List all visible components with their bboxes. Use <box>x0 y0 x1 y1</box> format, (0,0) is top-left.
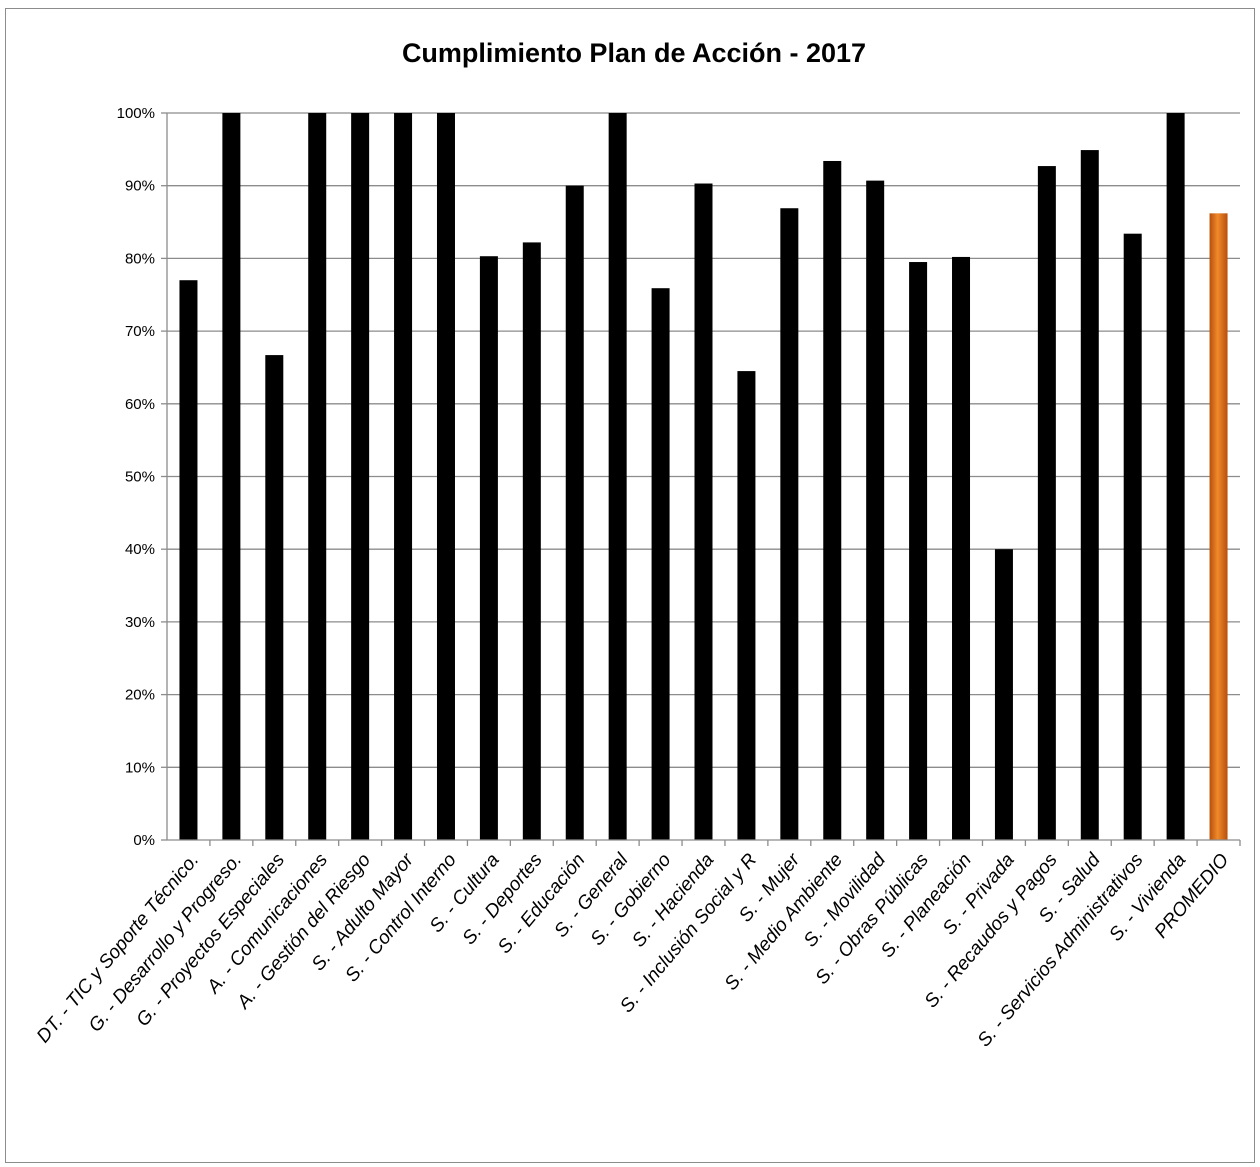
bar <box>479 256 498 840</box>
bar <box>823 160 842 840</box>
bar <box>694 183 713 841</box>
bar <box>565 185 584 840</box>
y-tick-label: 20% <box>125 687 155 704</box>
x-tick-label: DT. - TIC y Soporte Técnico. <box>33 850 203 1047</box>
bar <box>1166 113 1185 840</box>
y-tick-label: 30% <box>125 614 155 631</box>
bar <box>436 113 455 840</box>
x-axis-labels: DT. - TIC y Soporte Técnico.G. - Desarro… <box>33 840 1241 1051</box>
bar <box>1037 166 1056 841</box>
bar <box>952 256 971 840</box>
y-tick-label: 40% <box>125 541 155 558</box>
y-tick-label: 60% <box>125 396 155 413</box>
bar <box>608 113 627 840</box>
bar <box>780 208 799 840</box>
y-tick-label: 80% <box>125 250 155 267</box>
y-tick-label: 90% <box>125 178 155 195</box>
chart-title: Cumplimiento Plan de Acción - 2017 <box>402 38 866 68</box>
bar <box>651 288 670 840</box>
bar <box>265 355 284 840</box>
bar <box>737 371 756 840</box>
bar <box>179 280 198 841</box>
y-tick-label: 100% <box>117 105 155 122</box>
bars <box>179 113 1228 841</box>
bar <box>522 242 541 840</box>
y-tick-label: 70% <box>125 323 155 340</box>
bar <box>866 180 885 841</box>
bar <box>1123 233 1142 840</box>
y-tick-label: 10% <box>125 759 155 776</box>
y-axis-ticks: 0% 10% 20% 30% 40% 50% 60% 70% 80% 90% 100% <box>117 105 167 849</box>
bar <box>1080 150 1099 840</box>
bar <box>909 262 928 840</box>
bar <box>1209 213 1228 841</box>
y-tick-label: 0% <box>133 832 155 849</box>
bar <box>351 113 370 840</box>
bar <box>308 113 327 840</box>
y-tick-label: 50% <box>125 469 155 486</box>
bar <box>222 113 241 840</box>
bar <box>994 549 1013 840</box>
bar <box>394 113 413 840</box>
